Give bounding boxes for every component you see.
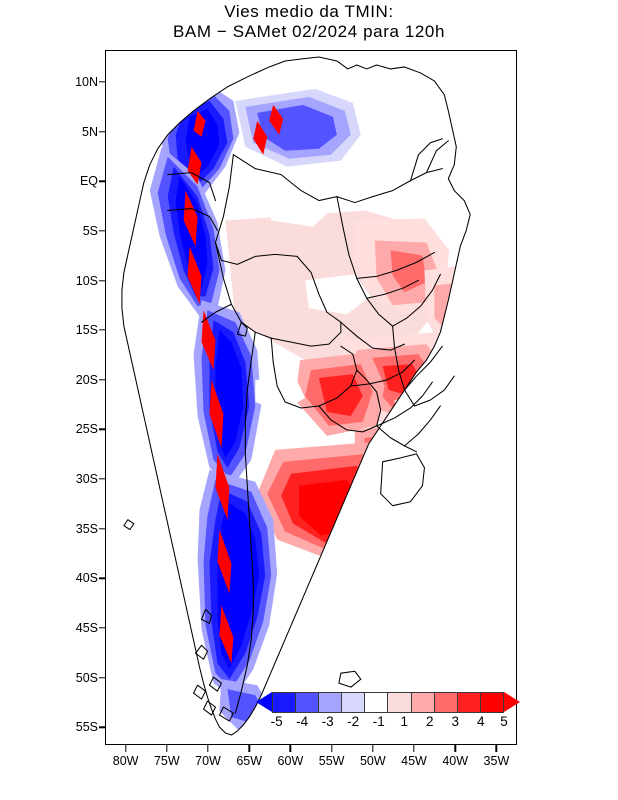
- title-line-1: Vies medio da TMIN:: [224, 2, 394, 21]
- x-tick-75W: 75W: [153, 754, 180, 768]
- x-tick-45W: 45W: [401, 754, 427, 768]
- colorbar-tick-1: -4: [296, 714, 309, 729]
- colorbar-tick-6: 2: [425, 714, 434, 729]
- colorbar: -5 -4 -3 -2 -1 1 2 3 4 5: [256, 692, 520, 738]
- figure-title: Vies medio da TMIN: BAM − SAMet 02/2024 …: [0, 2, 618, 42]
- colorbar-tick-labels: -5 -4 -3 -2 -1 1 2 3 4 5: [270, 714, 508, 734]
- title-line-2: BAM − SAMet 02/2024 para 120h: [172, 22, 446, 42]
- x-tick-55W: 55W: [318, 754, 345, 768]
- colorbar-cell-1: [296, 693, 320, 712]
- colorbar-cell-2: [319, 693, 343, 712]
- y-tick-10S: 10S: [75, 273, 98, 288]
- colorbar-tick-0: -5: [270, 714, 283, 729]
- x-tick-65W: 65W: [236, 754, 263, 768]
- y-tick-5S: 5S: [82, 223, 98, 238]
- colorbar-high-cap: [504, 692, 520, 712]
- y-tick-45S: 45S: [75, 621, 98, 635]
- colorbar-tick-7: 3: [451, 714, 460, 729]
- x-tick-80W: 80W: [112, 754, 139, 768]
- colorbar-cell-9: [480, 693, 503, 712]
- colorbar-cell-5: [388, 693, 412, 712]
- colorbar-tick-8: 4: [477, 714, 485, 729]
- colorbar-tick-3: -2: [347, 714, 360, 729]
- map-plot-area: [105, 50, 517, 745]
- colorbar-cell-6: [411, 693, 435, 712]
- colorbar-bar: [256, 692, 520, 713]
- colorbar-tick-2: -3: [321, 714, 334, 729]
- x-tick-50W: 50W: [359, 754, 386, 768]
- y-tick-40S: 40S: [75, 571, 98, 586]
- colorbar-tick-4: -1: [372, 714, 385, 729]
- y-axis: 10N 5N EQ 5S 10S 15S 20S 25S 30S 35S 40S…: [52, 0, 98, 800]
- colorbar-tick-9: 5: [500, 714, 508, 729]
- colorbar-cells: [272, 692, 504, 713]
- y-tick-EQ: EQ: [79, 174, 98, 189]
- colorbar-cell-8: [457, 693, 481, 712]
- tmin-bias-field: [106, 51, 516, 744]
- colorbar-cell-7: [434, 693, 458, 712]
- y-tick-15S: 15S: [75, 323, 98, 338]
- y-tick-20S: 20S: [75, 372, 98, 387]
- y-tick-50S: 50S: [75, 670, 98, 685]
- colorbar-cell-3: [342, 693, 366, 712]
- y-tick-25S: 25S: [75, 422, 98, 437]
- colorbar-tick-5: 1: [400, 714, 408, 729]
- x-tick-60W: 60W: [277, 754, 304, 768]
- x-tick-40W: 40W: [442, 754, 469, 768]
- y-tick-35S: 35S: [75, 521, 98, 536]
- y-tick-30S: 30S: [75, 472, 98, 487]
- colorbar-cell-4: [365, 693, 389, 712]
- x-tick-35W: 35W: [483, 754, 510, 768]
- colorbar-cell-0: [273, 693, 297, 712]
- y-tick-5N: 5N: [82, 124, 98, 139]
- colorbar-low-cap: [256, 692, 272, 712]
- y-tick-10N: 10N: [75, 75, 98, 89]
- x-tick-70W: 70W: [195, 754, 221, 768]
- y-tick-55S: 55S: [75, 720, 98, 735]
